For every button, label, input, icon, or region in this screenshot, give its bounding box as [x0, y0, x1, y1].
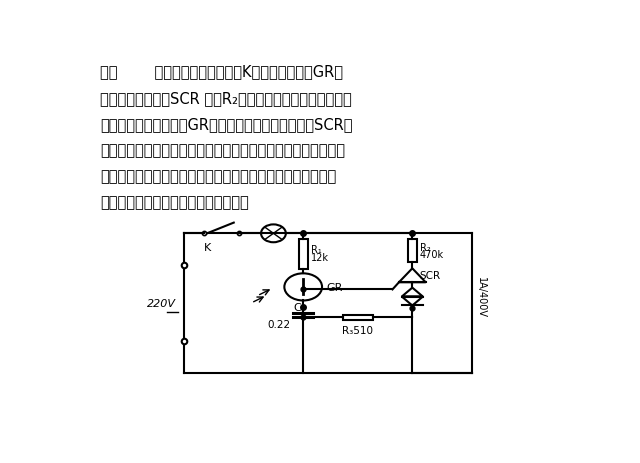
Text: 的受光强度即可达到调节灯光的目的。: 的受光强度即可达到调节灯光的目的。 — [100, 194, 248, 210]
Bar — [299, 239, 308, 269]
Text: R₁: R₁ — [310, 244, 321, 255]
Text: 受光照呈高电阱，SCR 只由R₂获得很小的导通角，灯泡起初: 受光照呈高电阱，SCR 只由R₂获得很小的导通角，灯泡起初 — [100, 90, 351, 106]
Text: 通角增大，灯泡就越来越亮，很快达到正常亮度。这样就避免了: 通角增大，灯泡就越来越亮，很快达到正常亮度。这样就避免了 — [100, 143, 345, 157]
Text: SCR: SCR — [420, 271, 441, 281]
Bar — [343, 315, 372, 320]
Text: K: K — [204, 243, 212, 253]
Text: 0.22: 0.22 — [268, 319, 291, 330]
Text: 灯泡承受大电流的冲击，大大延长了灯泡居命。调节光敏电阱: 灯泡承受大电流的冲击，大大延长了灯泡居命。调节光敏电阱 — [100, 169, 336, 183]
Text: 470k: 470k — [420, 250, 444, 260]
Text: GR: GR — [326, 282, 342, 292]
Text: 如图        所示电路，当闭合开关K时，因光敏电阱GR未: 如图 所示电路，当闭合开关K时，因光敏电阱GR未 — [100, 64, 343, 80]
Text: 1A/400V: 1A/400V — [476, 276, 486, 317]
Text: 220V: 220V — [147, 299, 177, 309]
Bar — [408, 239, 417, 263]
Text: 12k: 12k — [310, 253, 329, 263]
Text: 亮度较暗。当光敏电阱GR受光照后，电阱减小，使得SCR导: 亮度较暗。当光敏电阱GR受光照后，电阱减小，使得SCR导 — [100, 117, 353, 131]
Text: R₂: R₂ — [420, 243, 431, 253]
Text: C: C — [293, 302, 301, 312]
Text: R₃510: R₃510 — [342, 325, 373, 335]
